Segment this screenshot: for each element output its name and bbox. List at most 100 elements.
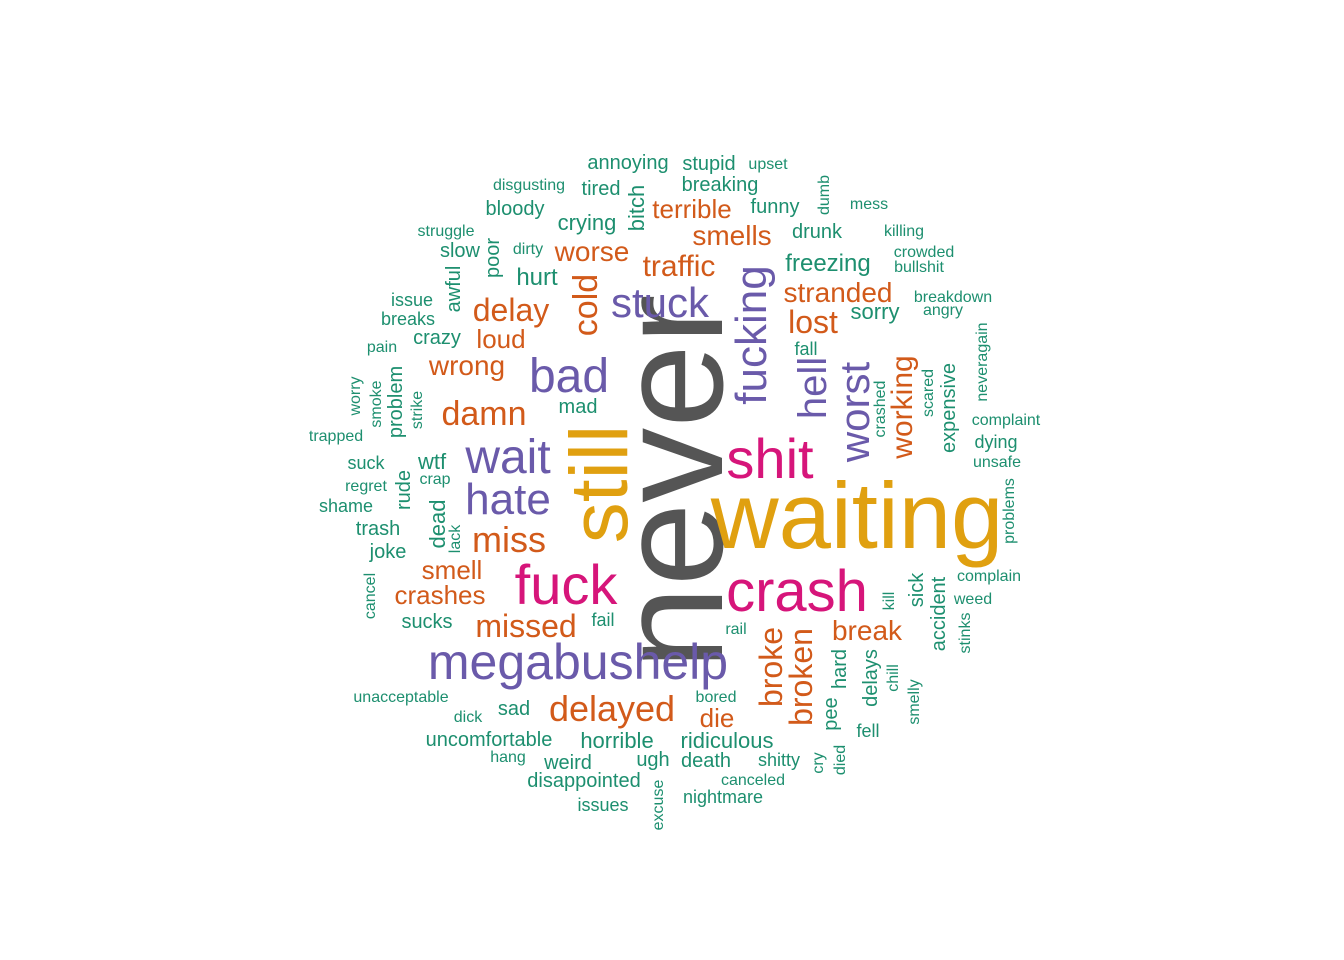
word-ugh: ugh bbox=[636, 749, 670, 771]
word-died: died bbox=[832, 744, 849, 776]
word-mad: mad bbox=[558, 396, 598, 418]
word-killing: killing bbox=[883, 223, 925, 240]
word-complain: complain bbox=[956, 568, 1022, 585]
word-unsafe: unsafe bbox=[972, 454, 1022, 471]
word-wrong: wrong bbox=[428, 350, 506, 381]
word-crashed: crashed bbox=[872, 380, 889, 438]
word-traffic: traffic bbox=[642, 250, 716, 283]
word-smells: smells bbox=[692, 220, 772, 251]
word-die: die bbox=[699, 703, 735, 733]
word-still: still bbox=[554, 424, 645, 544]
word-dead: dead bbox=[425, 499, 450, 549]
word-disgusting: disgusting bbox=[492, 177, 566, 194]
word-rail: rail bbox=[725, 621, 747, 638]
word-miss: miss bbox=[472, 519, 546, 560]
word-bad: bad bbox=[528, 350, 610, 403]
word-horrible: horrible bbox=[580, 728, 654, 753]
word-broken: broken bbox=[783, 628, 819, 726]
word-annoying: annoying bbox=[587, 152, 669, 174]
word-mess: mess bbox=[849, 196, 889, 213]
word-cry: cry bbox=[810, 752, 827, 774]
word-trash: trash bbox=[355, 518, 401, 540]
word-smell: smell bbox=[421, 555, 483, 585]
word-rude: rude bbox=[393, 469, 415, 511]
word-break: break bbox=[831, 615, 903, 646]
word-hard: hard bbox=[829, 648, 851, 690]
word-crashes: crashes bbox=[394, 580, 486, 610]
word-trapped: trapped bbox=[308, 428, 364, 445]
word-stupid: stupid bbox=[682, 153, 736, 175]
word-sad: sad bbox=[497, 698, 531, 720]
word-fall: fall bbox=[794, 339, 818, 359]
word-crying: crying bbox=[557, 210, 617, 235]
word-loud: loud bbox=[476, 324, 526, 354]
word-sick: sick bbox=[906, 572, 928, 608]
word-hurt: hurt bbox=[516, 264, 558, 291]
word-worse: worse bbox=[554, 236, 630, 267]
word-stuck: stuck bbox=[610, 279, 710, 326]
word-neveragain: neveragain bbox=[974, 322, 991, 402]
word-dick: dick bbox=[453, 709, 483, 726]
word-ridiculous: ridiculous bbox=[680, 728, 774, 753]
word-weird: weird bbox=[544, 752, 592, 774]
word-dirty: dirty bbox=[512, 241, 544, 258]
word-stranded: stranded bbox=[783, 277, 893, 308]
word-canceled: canceled bbox=[720, 772, 786, 789]
word-worry: worry bbox=[347, 376, 364, 416]
word-wtf: wtf bbox=[417, 449, 447, 474]
word-death: death bbox=[680, 750, 732, 772]
word-tired: tired bbox=[581, 178, 621, 200]
word-struggle: struggle bbox=[417, 223, 475, 240]
word-nightmare: nightmare bbox=[682, 787, 764, 807]
word-scared: scared bbox=[920, 368, 937, 418]
word-pee: pee bbox=[820, 697, 842, 731]
word-crap: crap bbox=[419, 471, 451, 488]
word-unacceptable: unacceptable bbox=[353, 689, 449, 706]
word-delays: delays bbox=[860, 649, 882, 707]
word-kill: kill bbox=[881, 591, 898, 611]
word-terrible: terrible bbox=[652, 194, 732, 224]
word-damn: damn bbox=[441, 395, 527, 433]
word-wait: wait bbox=[465, 431, 551, 484]
word-problem: problem bbox=[385, 365, 407, 439]
word-fail: fail bbox=[591, 610, 615, 630]
word-breaks: breaks bbox=[380, 309, 436, 329]
word-issue: issue bbox=[390, 290, 434, 310]
word-dumb: dumb bbox=[816, 174, 833, 216]
word-worst: worst bbox=[831, 361, 878, 463]
word-poor: poor bbox=[482, 237, 504, 279]
word-hell: hell bbox=[791, 356, 835, 420]
word-funny: funny bbox=[750, 196, 800, 218]
word-cold: cold bbox=[567, 273, 605, 337]
word-smelly: smelly bbox=[906, 679, 923, 725]
word-shame: shame bbox=[318, 496, 374, 516]
word-megabushelp: megabushelp bbox=[427, 634, 729, 690]
word-chill: chill bbox=[885, 664, 902, 692]
word-uncomfortable: uncomfortable bbox=[425, 729, 553, 751]
word-missed: missed bbox=[475, 608, 577, 644]
word-suck: suck bbox=[347, 453, 385, 473]
word-hate: hate bbox=[465, 475, 551, 524]
word-excuse: excuse bbox=[650, 779, 667, 831]
word-breaking: breaking bbox=[681, 174, 759, 196]
word-freezing: freezing bbox=[785, 250, 871, 277]
word-crazy: crazy bbox=[413, 327, 461, 349]
word-bullshit: bullshit bbox=[894, 259, 944, 276]
word-joke: joke bbox=[369, 541, 407, 563]
word-issues: issues bbox=[577, 795, 629, 815]
word-sorry: sorry bbox=[850, 299, 900, 324]
word-cancel: cancel bbox=[362, 572, 379, 620]
word-bloody: bloody bbox=[485, 198, 545, 220]
word-drunk: drunk bbox=[791, 221, 843, 243]
word-fucking: fucking bbox=[727, 265, 776, 405]
word-working: working bbox=[886, 355, 919, 459]
word-angry: angry bbox=[922, 302, 964, 319]
word-broke: broke bbox=[753, 626, 789, 708]
word-fuck: fuck bbox=[514, 553, 618, 616]
word-shit: shit bbox=[726, 427, 814, 490]
word-problems: problems bbox=[1001, 478, 1018, 544]
word-dying: dying bbox=[974, 432, 1018, 452]
word-shitty: shitty bbox=[757, 750, 801, 770]
word-regret: regret bbox=[345, 478, 387, 495]
